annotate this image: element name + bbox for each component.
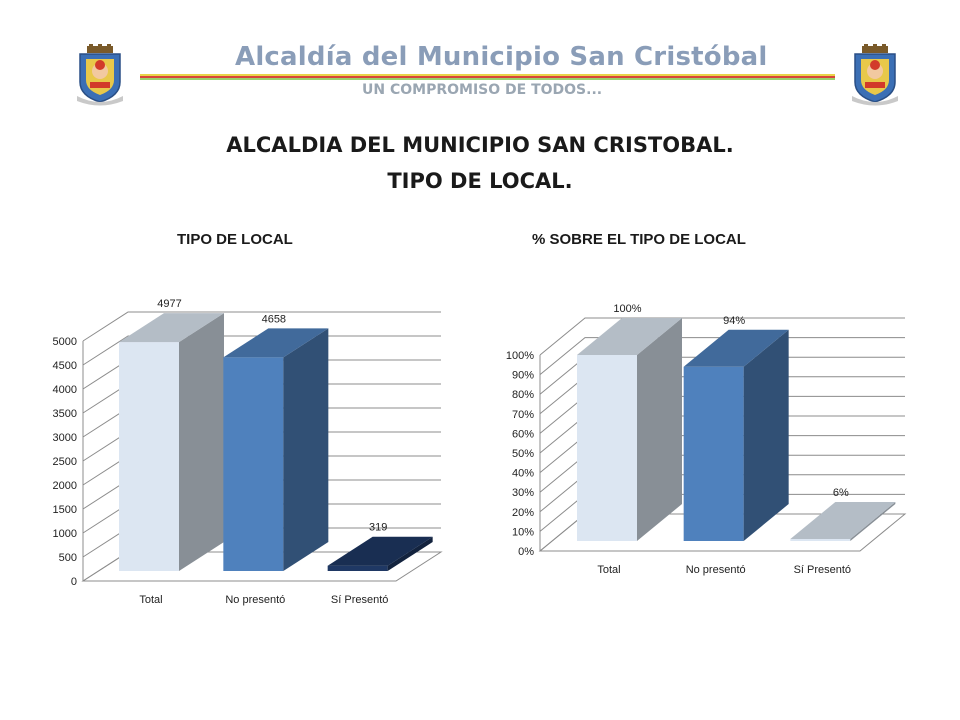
bar-side-no-presento xyxy=(743,329,789,541)
bar-no-presento xyxy=(223,357,284,571)
bar-top-no-presento xyxy=(683,329,789,367)
municipal-crest-icon xyxy=(852,44,898,106)
data-label-total: 100% xyxy=(613,303,641,315)
bar-top-si-presento xyxy=(327,536,433,566)
banner-title: Alcaldía del Municipio San Cristóbal xyxy=(235,42,768,72)
x-tick-label-no-presento: No presentó xyxy=(225,594,285,606)
y-tick-label: 10% xyxy=(512,526,534,538)
y-tick-label: 4500 xyxy=(53,360,77,372)
data-label-no-presento: 94% xyxy=(723,315,745,327)
y-tick-label: 100% xyxy=(506,350,534,362)
y-tick-label: 3500 xyxy=(53,408,77,420)
y-tick-label: 2000 xyxy=(53,480,77,492)
bar-no-presento xyxy=(683,366,744,541)
gridline xyxy=(82,311,441,342)
bar-si-presento xyxy=(327,565,388,571)
page-header: Alcaldía del Municipio San Cristóbal UN … xyxy=(0,0,960,110)
gridline xyxy=(539,337,905,375)
gridline xyxy=(539,317,905,356)
y-tick-label: 30% xyxy=(512,487,534,499)
bar-side-si-presento xyxy=(387,536,433,571)
y-tick-label: 4000 xyxy=(53,384,77,396)
y-tick-label: 80% xyxy=(512,389,534,401)
y-tick-label: 0 xyxy=(71,576,77,588)
chart-title-porcentaje: % SOBRE EL TIPO DE LOCAL xyxy=(532,231,746,248)
bar-total xyxy=(119,342,179,571)
chart-tipo-de-local: 0 500 1000 1500 2000 2500 3000 3500 4000 4500 5000… xyxy=(53,298,443,606)
x-tick-label-no-presento: No presentó xyxy=(686,564,746,576)
gridline xyxy=(82,335,441,366)
bar-top-total xyxy=(119,313,224,343)
y-tick-label: 90% xyxy=(512,370,534,382)
data-label-si-presento: 6% xyxy=(833,487,849,499)
bar-side-si-presento xyxy=(850,502,896,541)
municipal-crest-icon xyxy=(77,44,123,106)
y-tick-label: 5000 xyxy=(53,336,77,348)
data-label-si-presento: 319 xyxy=(369,522,387,534)
banner-subtitle: UN COMPROMISO DE TODOS... xyxy=(362,82,603,98)
y-tick-label: 70% xyxy=(512,409,534,421)
bar-si-presento xyxy=(790,539,851,541)
y-tick-label: 500 xyxy=(59,552,77,564)
y-tick-label: 1500 xyxy=(53,504,77,516)
bar-top-total xyxy=(577,318,682,355)
x-tick-label-si-presento: Sí Presentó xyxy=(331,594,388,606)
bar-top-si-presento xyxy=(790,502,896,539)
page-subtitle: TIPO DE LOCAL. xyxy=(387,169,573,193)
y-tick-label: 1000 xyxy=(53,528,77,540)
y-tick-label: 50% xyxy=(512,448,534,460)
x-tick-label-si-presento: Sí Presentó xyxy=(794,564,851,576)
bar-top-no-presento xyxy=(223,328,329,358)
y-tick-label: 0% xyxy=(518,546,534,558)
y-tick-label: 40% xyxy=(512,468,534,480)
bar-side-total xyxy=(637,318,682,541)
bar-side-total xyxy=(179,313,224,571)
y-tick-label: 2500 xyxy=(53,456,77,468)
chart-title-tipo-de-local: TIPO DE LOCAL xyxy=(177,231,293,248)
banner-stripes xyxy=(140,74,835,80)
bar-side-no-presento xyxy=(283,328,329,571)
x-tick-label-total: Total xyxy=(597,564,620,576)
y-tick-label: 20% xyxy=(512,507,534,519)
chart-porcentaje-tipo-de-local: 0% 10% 20% 30% 40% 50% 60% 70% 80% 90% 100% 100% Tot… xyxy=(506,303,907,576)
bar-total xyxy=(577,355,637,541)
data-label-no-presento: 4658 xyxy=(262,313,286,325)
y-tick-label: 60% xyxy=(512,428,534,440)
y-tick-label: 3000 xyxy=(53,432,77,444)
x-tick-label-total: Total xyxy=(139,594,162,606)
data-label-total: 4977 xyxy=(157,298,181,310)
page-title: ALCALDIA DEL MUNICIPIO SAN CRISTOBAL. xyxy=(226,133,734,157)
